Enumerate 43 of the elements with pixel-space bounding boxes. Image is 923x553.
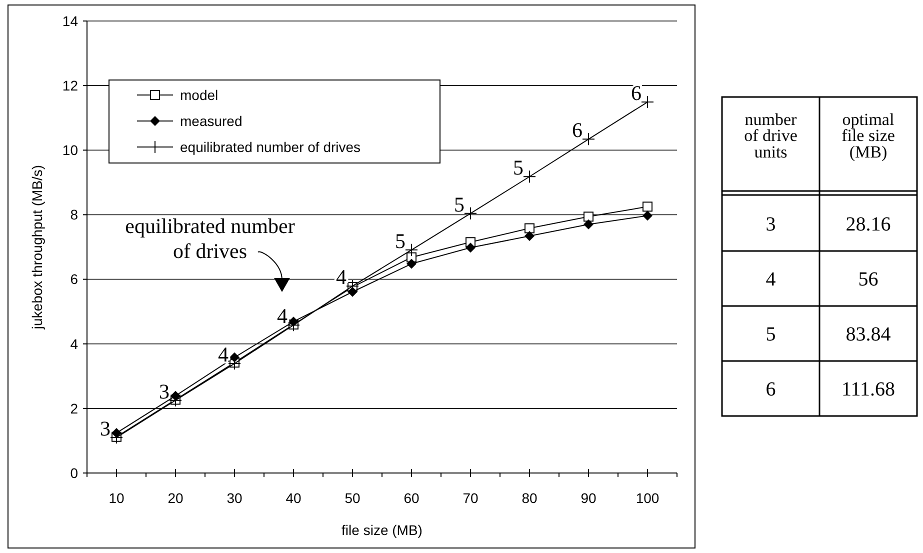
annotation: 6 bbox=[631, 81, 642, 106]
y-axis-title: jukebox throughput (MB/s) bbox=[29, 164, 45, 330]
y-tick-label: 2 bbox=[70, 400, 78, 416]
annotation: 5 bbox=[513, 156, 524, 180]
y-tick-label: 14 bbox=[62, 12, 78, 29]
data-label: 111.68 bbox=[841, 378, 896, 400]
y-tick-label: 10 bbox=[62, 142, 78, 158]
x-tick-label: 90 bbox=[580, 490, 596, 506]
data-label: 56 bbox=[858, 268, 878, 290]
y-tick-label: 8 bbox=[70, 206, 78, 223]
x-tick-label: 50 bbox=[344, 490, 360, 506]
data-label: 28.16 bbox=[846, 214, 891, 236]
y-tick-label: 5 bbox=[766, 324, 776, 346]
x-tick-label: optimal file size (MB) bbox=[842, 110, 895, 162]
annotation: 4 bbox=[277, 304, 288, 328]
y-tick-label: 4 bbox=[766, 268, 776, 290]
y-tick-label: 6 bbox=[766, 378, 776, 400]
x-tick-label: 70 bbox=[462, 490, 478, 506]
x-tick-label: 80 bbox=[522, 490, 538, 506]
annotation: 4 bbox=[218, 342, 229, 367]
x-tick-label: 100 bbox=[636, 490, 660, 506]
annotation: equilibrated number of drives bbox=[125, 214, 295, 264]
y-axis-title: number of drive units bbox=[744, 110, 798, 162]
legend-label: model bbox=[180, 86, 218, 103]
y-tick-label: 0 bbox=[70, 464, 78, 481]
annotation: 6 bbox=[572, 118, 582, 142]
annotation: 3 bbox=[100, 416, 110, 440]
x-tick-label: 10 bbox=[108, 490, 124, 506]
y-tick-label: 6 bbox=[70, 271, 78, 288]
y-tick-label: 4 bbox=[70, 336, 78, 352]
annotation: 3 bbox=[159, 379, 170, 404]
x-axis-title: file size (MB) bbox=[342, 522, 422, 538]
x-tick-label: 20 bbox=[168, 490, 184, 506]
annotation: 5 bbox=[454, 192, 464, 216]
x-tick-label: 40 bbox=[286, 490, 302, 506]
legend-label: equilibrated number of drives bbox=[180, 138, 361, 155]
legend-label: measured bbox=[180, 112, 242, 129]
y-tick-label: 3 bbox=[766, 214, 776, 236]
y-tick-label: 12 bbox=[62, 77, 78, 94]
data-label: 83.84 bbox=[846, 324, 891, 346]
x-tick-label: 30 bbox=[226, 490, 242, 506]
annotation: 5 bbox=[395, 228, 406, 253]
x-tick-label: 60 bbox=[404, 490, 420, 506]
